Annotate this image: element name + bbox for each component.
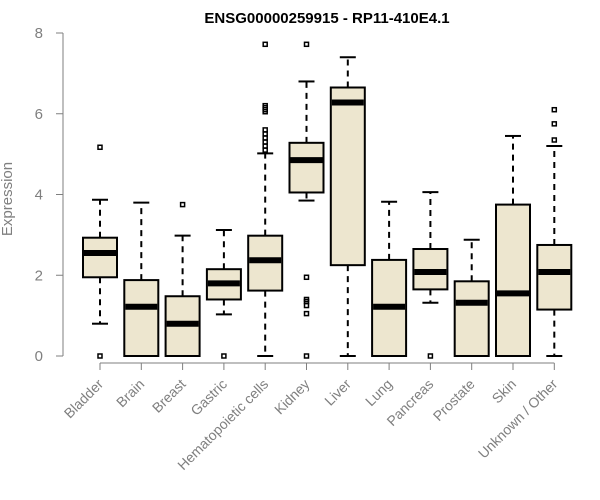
box-liver bbox=[329, 56, 366, 357]
x-tick-label: Bladder bbox=[61, 376, 107, 422]
box-breast bbox=[164, 201, 201, 357]
outlier-point bbox=[97, 144, 103, 151]
outlier-point bbox=[551, 137, 558, 143]
iqr-box bbox=[495, 203, 531, 357]
box-bladder bbox=[82, 144, 118, 359]
y-tick-label: 4 bbox=[35, 187, 43, 204]
y-tick-label: 2 bbox=[35, 267, 43, 284]
outlier-point bbox=[179, 201, 186, 208]
x-tick-label: Prostate bbox=[430, 376, 478, 424]
iqr-box bbox=[453, 280, 490, 357]
outlier-point bbox=[303, 310, 310, 317]
y-tick-label: 6 bbox=[35, 106, 43, 123]
iqr-box bbox=[329, 86, 366, 267]
box-lung bbox=[371, 200, 408, 357]
outlier-point bbox=[303, 296, 310, 303]
iqr-box bbox=[536, 243, 573, 311]
iqr-box bbox=[123, 279, 160, 357]
outlier-point bbox=[262, 127, 268, 133]
chart-title: ENSG00000259915 - RP11-410E4.1 bbox=[204, 10, 449, 27]
x-tick-label: Skin bbox=[489, 376, 520, 407]
outlier-point bbox=[262, 102, 268, 109]
box-kidney bbox=[288, 41, 325, 359]
y-axis-label: Expression bbox=[0, 162, 16, 236]
outlier-point bbox=[551, 106, 558, 113]
outlier-point bbox=[303, 41, 310, 48]
outlier-point bbox=[303, 274, 310, 281]
box-hematopoietic-cells bbox=[247, 41, 284, 357]
x-tick-label: Lung bbox=[362, 376, 395, 409]
box-prostate bbox=[453, 238, 490, 357]
outlier-point bbox=[97, 353, 103, 359]
iqr-box bbox=[82, 236, 118, 279]
box-gastric bbox=[205, 229, 242, 359]
x-tick-label: Breast bbox=[149, 376, 189, 416]
box-skin bbox=[495, 134, 531, 357]
x-tick-label: Liver bbox=[321, 376, 354, 409]
box-brain bbox=[123, 201, 160, 357]
outlier-point bbox=[303, 353, 310, 359]
x-tick-label: Brain bbox=[113, 376, 147, 410]
outlier-point bbox=[551, 121, 558, 127]
boxes-layer bbox=[82, 41, 573, 359]
box-unknown-other bbox=[536, 106, 573, 357]
y-tick-label: 0 bbox=[35, 348, 43, 365]
y-axis: 0 2 4 6 8 bbox=[35, 25, 64, 365]
x-tick-label: Kidney bbox=[271, 376, 313, 418]
outlier-point bbox=[262, 41, 268, 48]
box-pancreas bbox=[412, 191, 449, 359]
outlier-point bbox=[221, 353, 227, 359]
iqr-box bbox=[288, 141, 325, 194]
y-tick-label: 8 bbox=[35, 25, 43, 42]
outlier-point bbox=[427, 353, 434, 359]
